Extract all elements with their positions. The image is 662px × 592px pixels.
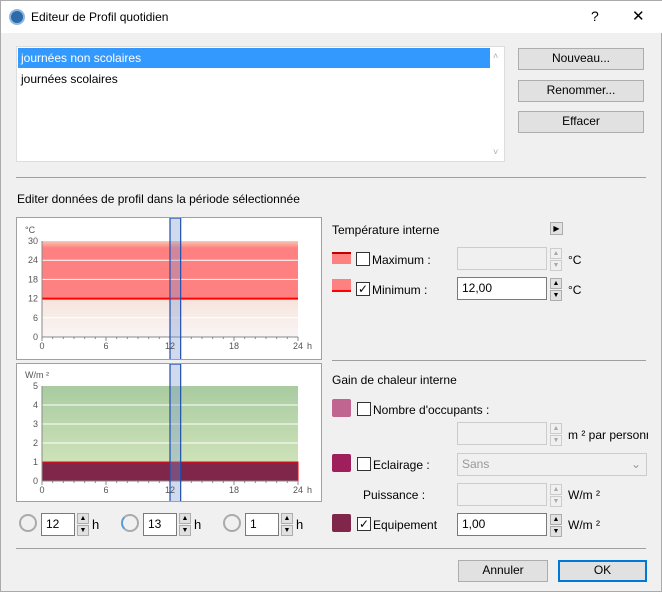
- max-unit: °C: [568, 253, 582, 267]
- x-tick-label: 12: [165, 341, 175, 351]
- x-tick-label: 24: [293, 341, 303, 351]
- x-tick-label: 6: [103, 341, 108, 351]
- occupants-label: Nombre d'occupants :: [373, 403, 490, 417]
- min-input[interactable]: 12,00: [457, 277, 547, 300]
- divider: [16, 177, 646, 178]
- list-item[interactable]: journées scolaires: [21, 72, 118, 86]
- start-time-spinner[interactable]: ▲ ▼: [77, 513, 89, 536]
- clock-icon: [19, 514, 37, 532]
- end-time-spinner[interactable]: ▲ ▼: [179, 513, 191, 536]
- end-time-input[interactable]: 13: [143, 513, 177, 536]
- y-tick-label: 5: [33, 381, 38, 391]
- power-label: Puissance :: [363, 488, 426, 502]
- y-tick-label: 6: [33, 313, 38, 323]
- y-tick-label: 4: [33, 400, 38, 410]
- y-tick-label: 18: [28, 274, 38, 284]
- equipment-input[interactable]: 1,00: [457, 513, 547, 536]
- divider: [332, 360, 646, 361]
- lighting-checkbox[interactable]: [357, 457, 371, 471]
- min-spinner[interactable]: ▲ ▼: [550, 278, 562, 301]
- equipment-checkbox[interactable]: ✓: [357, 517, 371, 531]
- temperature-chart-svg: 0 6 12 18 24 30 0 6 12 18 24 h °C: [25, 217, 312, 419]
- help-button[interactable]: ?: [591, 8, 599, 24]
- lighting-label: Eclairage :: [373, 458, 430, 472]
- occupants-spinner[interactable]: ▲ ▼: [550, 423, 562, 446]
- min-label: Minimum :: [372, 283, 428, 297]
- heat-gain-chart[interactable]: 0 1 2 3 4 5 0 6 12 18 24 h W/m ²: [16, 363, 322, 565]
- y-tick-label: 0: [33, 476, 38, 486]
- lighting-select[interactable]: Sans ⌄: [457, 453, 647, 476]
- y-tick-label: 0: [33, 332, 38, 342]
- list-item[interactable]: journées non scolaires: [18, 48, 490, 68]
- x-axis-unit: h: [307, 485, 312, 495]
- y-tick-label: 2: [33, 438, 38, 448]
- power-unit: W/m ²: [568, 488, 600, 502]
- y-tick-label: 3: [33, 419, 38, 429]
- lighting-swatch: [332, 454, 351, 472]
- y-tick-label: 30: [28, 236, 38, 246]
- chevron-down-icon: ⌄: [630, 457, 641, 471]
- app-icon: [9, 9, 25, 25]
- x-tick-label: 24: [293, 485, 303, 495]
- temp-title: Température interne: [332, 223, 440, 237]
- y-axis-unit: °C: [25, 225, 36, 235]
- duration-spinner[interactable]: ▲ ▼: [281, 513, 293, 536]
- close-button[interactable]: ✕: [632, 8, 645, 25]
- window-title: Editeur de Profil quotidien: [31, 10, 169, 24]
- delete-button[interactable]: Effacer: [518, 111, 644, 133]
- occupants-unit: m ² par personne: [568, 428, 648, 442]
- cancel-button[interactable]: Annuler: [458, 560, 548, 582]
- duration-unit: h: [296, 517, 304, 532]
- profile-list[interactable]: journées non scolaires journées scolaire…: [16, 46, 505, 162]
- x-tick-label: 0: [39, 341, 44, 351]
- end-time-unit: h: [194, 517, 202, 532]
- x-tick-label: 18: [229, 485, 239, 495]
- duration-input[interactable]: 1: [245, 513, 279, 536]
- y-axis-unit: W/m ²: [25, 370, 49, 380]
- y-tick-label: 1: [33, 457, 38, 467]
- expand-arrow-button[interactable]: ▶: [550, 222, 563, 235]
- max-swatch: [332, 252, 351, 264]
- scroll-up-icon[interactable]: ˄: [493, 51, 499, 61]
- selection-band: [169, 217, 182, 419]
- min-checkbox[interactable]: ✓: [356, 282, 370, 296]
- y-tick-label: 24: [28, 255, 38, 265]
- occupants-swatch: [332, 399, 351, 417]
- x-tick-label: 0: [39, 485, 44, 495]
- equipment-swatch: [332, 514, 351, 532]
- occupants-input[interactable]: [457, 422, 547, 445]
- gain-title: Gain de chaleur interne: [332, 373, 457, 387]
- min-swatch: [332, 279, 351, 292]
- start-time-unit: h: [92, 517, 100, 532]
- x-tick-label: 12: [165, 485, 175, 495]
- max-checkbox[interactable]: [356, 252, 370, 266]
- selection-band: [169, 363, 182, 565]
- new-button[interactable]: Nouveau...: [518, 48, 644, 70]
- ok-button[interactable]: OK: [558, 560, 647, 582]
- equipment-spinner[interactable]: ▲ ▼: [550, 514, 562, 537]
- max-input[interactable]: [457, 247, 547, 270]
- power-input[interactable]: [457, 483, 547, 506]
- min-unit: °C: [568, 283, 582, 297]
- occupants-checkbox[interactable]: [357, 402, 371, 416]
- x-tick-label: 18: [229, 341, 239, 351]
- equipment-label: Equipement: [373, 518, 438, 532]
- temperature-chart[interactable]: 0 6 12 18 24 30 0 6 12 18 24 h °C: [16, 217, 322, 419]
- clock-icon: [223, 514, 241, 532]
- start-time-input[interactable]: 12: [41, 513, 75, 536]
- scroll-down-icon[interactable]: ˅: [493, 147, 499, 157]
- divider: [16, 548, 646, 549]
- title-bar: Editeur de Profil quotidien ? ✕: [1, 1, 662, 33]
- x-axis-unit: h: [307, 341, 312, 351]
- max-spinner[interactable]: ▲ ▼: [550, 248, 562, 271]
- max-label: Maximum :: [372, 253, 431, 267]
- clock-icon: [121, 514, 139, 532]
- equipment-unit: W/m ²: [568, 518, 600, 532]
- power-spinner[interactable]: ▲ ▼: [550, 484, 562, 507]
- y-tick-label: 12: [28, 294, 38, 304]
- rename-button[interactable]: Renommer...: [518, 80, 644, 102]
- x-tick-label: 6: [103, 485, 108, 495]
- section-title: Editer données de profil dans la période…: [17, 192, 300, 206]
